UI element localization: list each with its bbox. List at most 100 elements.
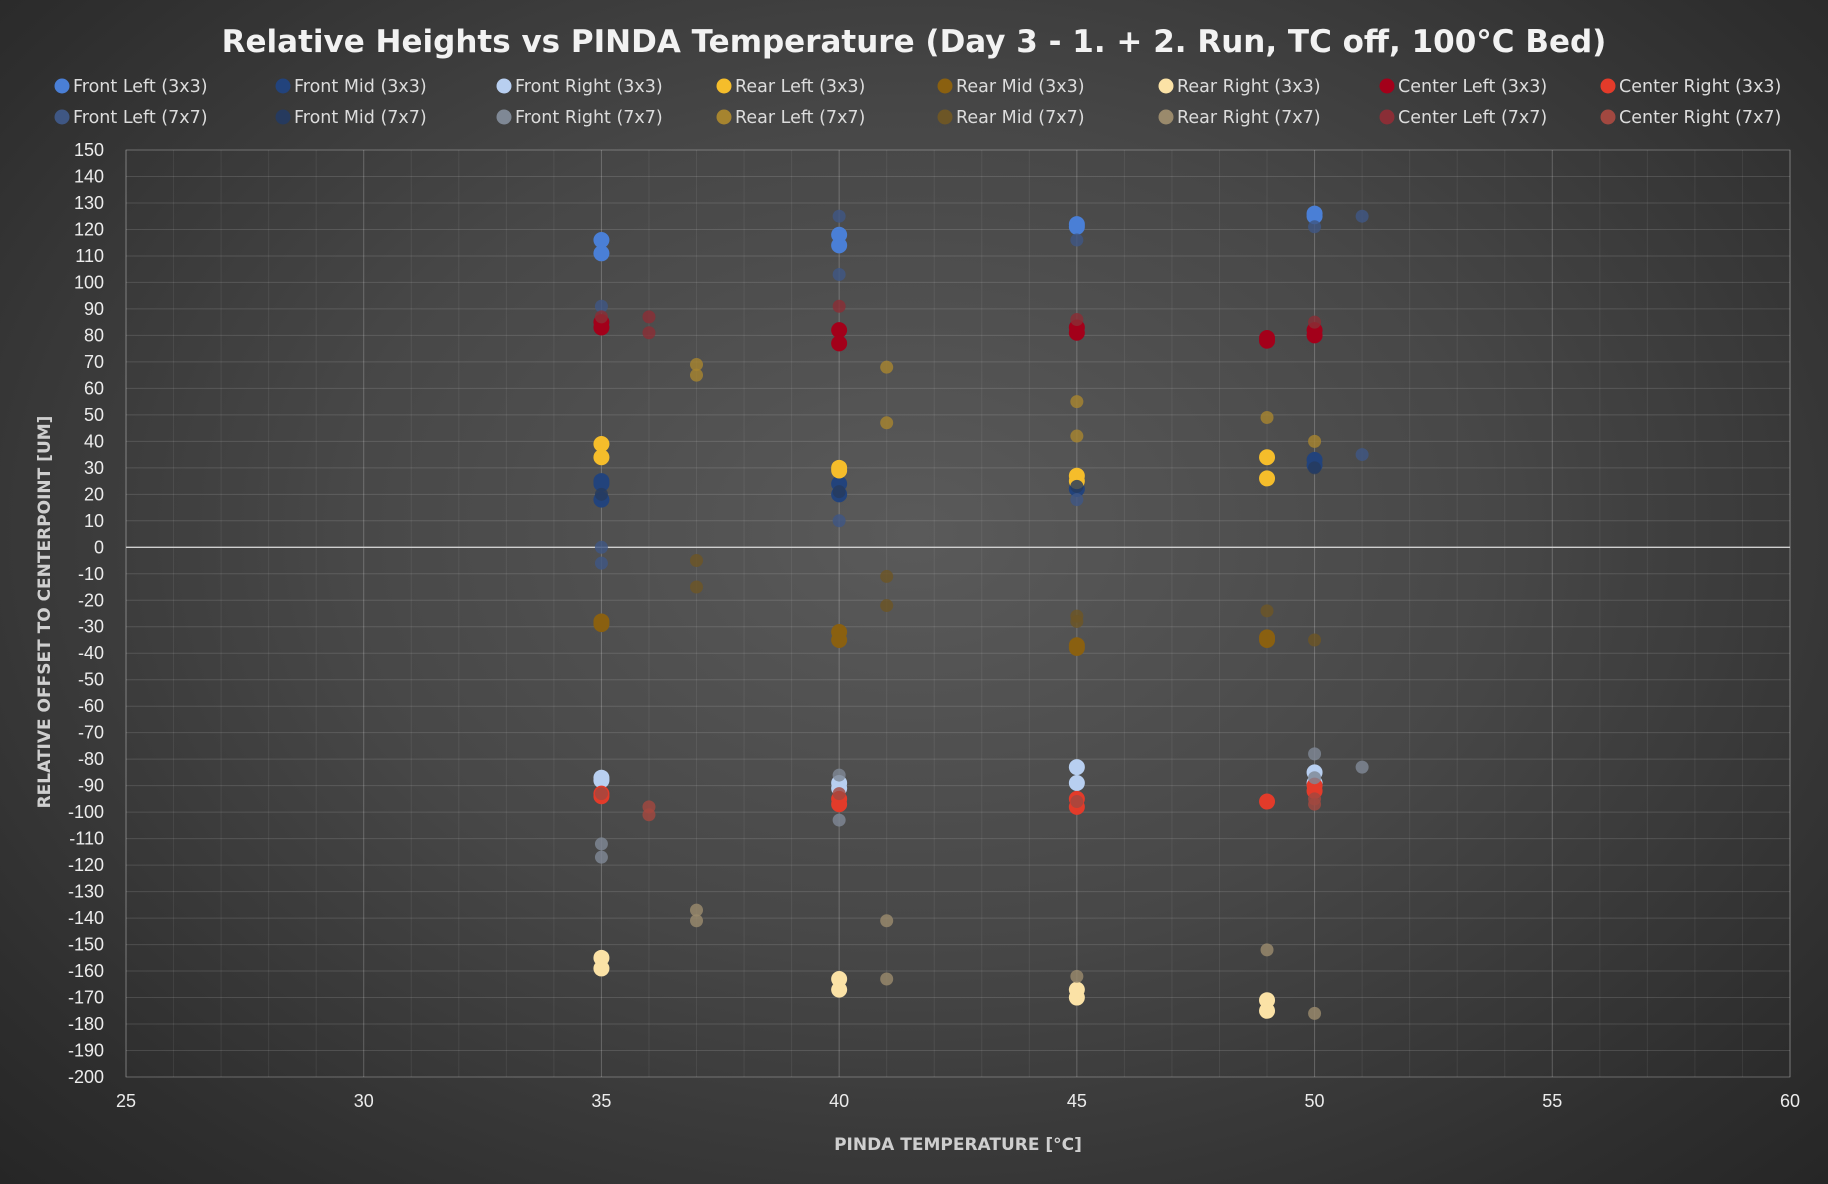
data-point bbox=[594, 787, 608, 801]
data-point bbox=[594, 850, 608, 864]
data-point bbox=[1308, 461, 1322, 475]
y-tick-label: 130 bbox=[74, 193, 104, 213]
legend-label: Rear Mid (3x3) bbox=[956, 77, 1085, 97]
data-point bbox=[1355, 448, 1369, 462]
data-point bbox=[832, 813, 846, 827]
data-point bbox=[831, 462, 848, 479]
data-point bbox=[1070, 479, 1084, 493]
chart-title: Relative Heights vs PINDA Temperature (D… bbox=[222, 24, 1607, 60]
data-point bbox=[593, 245, 610, 262]
data-point bbox=[1259, 470, 1276, 487]
data-point bbox=[1070, 233, 1084, 247]
y-tick-label: -50 bbox=[78, 670, 104, 690]
y-tick-label: -10 bbox=[78, 564, 104, 584]
series-group bbox=[593, 205, 1323, 262]
y-tick-label: -110 bbox=[69, 829, 104, 849]
y-tick-label: -20 bbox=[78, 590, 104, 610]
data-point bbox=[642, 808, 656, 822]
data-point bbox=[1306, 327, 1323, 344]
data-point bbox=[1068, 324, 1085, 341]
data-point bbox=[1070, 313, 1084, 327]
data-point bbox=[1068, 775, 1085, 792]
data-point bbox=[1070, 614, 1084, 628]
data-point bbox=[831, 631, 848, 648]
data-point bbox=[880, 972, 894, 986]
data-point bbox=[1068, 218, 1085, 235]
data-point bbox=[690, 368, 704, 382]
series-group bbox=[594, 787, 1322, 822]
data-point bbox=[1259, 631, 1276, 648]
legend-marker bbox=[54, 109, 70, 125]
data-point bbox=[880, 599, 894, 613]
data-point bbox=[832, 485, 846, 499]
y-tick-label: 100 bbox=[74, 272, 104, 292]
y-tick-label: 50 bbox=[84, 405, 104, 425]
legend-marker bbox=[1158, 109, 1174, 125]
data-point bbox=[1068, 759, 1085, 776]
data-point bbox=[1259, 1002, 1276, 1019]
series-group bbox=[593, 949, 1276, 1019]
data-point bbox=[831, 322, 848, 339]
data-point bbox=[1308, 315, 1322, 329]
legend-marker bbox=[937, 109, 953, 125]
data-point bbox=[594, 487, 608, 501]
data-point bbox=[831, 981, 848, 998]
legend-marker bbox=[54, 78, 70, 94]
legend-label: Front Right (7x7) bbox=[515, 108, 663, 128]
legend-marker bbox=[1379, 78, 1395, 94]
data-point bbox=[1308, 434, 1322, 448]
y-tick-label: -40 bbox=[78, 643, 104, 663]
series-group bbox=[593, 435, 1276, 490]
data-point bbox=[1070, 493, 1084, 507]
legend-marker bbox=[1600, 109, 1616, 125]
data-point bbox=[831, 335, 848, 352]
legend-label: Front Mid (3x3) bbox=[294, 77, 427, 97]
y-tick-label: -90 bbox=[78, 776, 104, 796]
data-point bbox=[690, 903, 704, 917]
y-tick-label: 90 bbox=[84, 299, 104, 319]
data-point bbox=[593, 960, 610, 977]
x-tick-label: 25 bbox=[116, 1091, 136, 1111]
data-point bbox=[1308, 1006, 1322, 1020]
data-point bbox=[880, 914, 894, 928]
series-group bbox=[594, 299, 1322, 340]
series-group bbox=[594, 747, 1369, 864]
legend-marker bbox=[496, 78, 512, 94]
legend-label: Center Right (3x3) bbox=[1619, 77, 1781, 97]
y-tick-label: 120 bbox=[74, 219, 104, 239]
data-point bbox=[832, 768, 846, 782]
data-point bbox=[1259, 332, 1276, 349]
legend-marker bbox=[1158, 78, 1174, 94]
data-point bbox=[1070, 969, 1084, 983]
y-tick-label: -30 bbox=[78, 617, 104, 637]
legend-label: Center Left (7x7) bbox=[1398, 108, 1547, 128]
y-tick-label: -190 bbox=[68, 1041, 104, 1061]
y-tick-label: -120 bbox=[68, 855, 104, 875]
x-tick-label: 35 bbox=[591, 1091, 611, 1111]
legend-marker bbox=[1600, 78, 1616, 94]
data-point bbox=[880, 416, 894, 430]
legend-label: Front Left (3x3) bbox=[73, 77, 208, 97]
y-tick-label: -160 bbox=[68, 961, 104, 981]
data-point bbox=[1260, 943, 1274, 957]
legend-marker bbox=[1379, 109, 1395, 125]
data-point bbox=[1308, 747, 1322, 761]
x-axis-ticks: 25 30 35 40 45 50 55 60 bbox=[116, 1091, 1800, 1111]
y-tick-label: 30 bbox=[84, 458, 104, 478]
series-group bbox=[593, 314, 1323, 352]
y-tick-label: -170 bbox=[68, 988, 104, 1008]
data-point bbox=[880, 569, 894, 583]
data-point bbox=[1308, 220, 1322, 234]
data-point bbox=[593, 232, 610, 249]
data-point bbox=[831, 796, 848, 813]
data-point bbox=[593, 772, 610, 789]
data-point bbox=[1070, 395, 1084, 409]
data-point bbox=[690, 554, 704, 568]
y-tick-label: -180 bbox=[68, 1014, 104, 1034]
data-point bbox=[593, 449, 610, 466]
data-point bbox=[880, 360, 894, 374]
data-point bbox=[1068, 639, 1085, 656]
data-point bbox=[594, 310, 608, 324]
x-tick-label: 45 bbox=[1067, 1091, 1087, 1111]
legend-marker bbox=[496, 109, 512, 125]
